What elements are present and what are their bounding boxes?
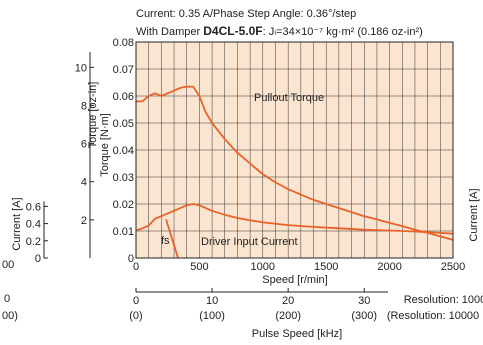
resolution-10000-label: (Resolution: 10000 [387, 310, 479, 322]
pulse-tick-label: 0 [133, 295, 139, 307]
pullout-torque-label: Pullout Torque [254, 92, 324, 104]
current-tick-label: 0.6 [26, 201, 41, 213]
fs-label: fs [161, 235, 170, 247]
x-tick-label: 1500 [314, 261, 338, 273]
y-tick-label: 0.02 [113, 199, 134, 211]
ozin-tick-label: 8 [81, 100, 87, 112]
left-current-axis-label: Current [A] [11, 197, 23, 250]
ozin-tick-label: 10 [75, 62, 87, 74]
pulse-tick-label: 20 [282, 295, 294, 307]
x-tick-label: 500 [190, 261, 208, 273]
resolution-1000-label: Resolution: 1000 [404, 294, 483, 306]
y-tick-label: 0.03 [113, 172, 134, 184]
pulse-tick-label-10000: (200) [275, 310, 301, 322]
x-axis-label: Speed [r/min] [262, 274, 327, 286]
pulse-tick-label: 10 [206, 295, 218, 307]
model-name: D4CL-5.0F [203, 24, 262, 38]
pulse-tick-label-10000: (0) [129, 310, 142, 322]
y-axis-label-nm: Torque [N·m] [99, 113, 111, 177]
curves [135, 85, 454, 259]
chart-title-line2: With Damper D4CL-5.0F: Jₗ=34×10⁻⁷ kg·m² … [136, 24, 423, 38]
pulse-tick-label-10000: (100) [199, 310, 225, 322]
left-partial-value: 00 [2, 259, 14, 271]
plot-area: 0 500 1000 1500 2000 2500 0 0.01 0.02 0.03 0.04 0.0… [113, 37, 466, 273]
y-tick-label: 0.01 [113, 226, 134, 238]
ozin-tick-label: 6 [81, 139, 87, 151]
x-tick-label: 2000 [377, 261, 401, 273]
current-tick-label: 0 [35, 253, 41, 265]
y-axis-label-ozin: Torque [oz-in] [87, 82, 99, 149]
y-tick-label: 0.05 [113, 118, 134, 130]
pulse-speed-axis: 0 (0) 10 (100) 20 (200) 30 (300) [129, 288, 388, 322]
title-line2-suffix: : Jₗ=34×10⁻⁷ kg·m² (0.186 oz-in²) [263, 26, 423, 38]
pulse-speed-axis-label: Pulse Speed [kHz] [252, 328, 343, 340]
ozin-tick-label: 4 [81, 177, 87, 189]
right-current-axis-label: Current [A] [468, 188, 480, 241]
ozin-axis: 2 4 6 8 10 [75, 52, 94, 258]
y-tick-label: 0.06 [113, 91, 134, 103]
x-tick-label: 2500 [441, 261, 465, 273]
driver-input-current-curve [135, 203, 454, 235]
pulse-tick-label: 30 [358, 295, 370, 307]
current-tick-label: 0.2 [26, 236, 41, 248]
pullout-torque-curve [136, 85, 454, 241]
current-tick-label: 0.4 [26, 219, 41, 231]
left-partial-value-3: 00) [2, 310, 18, 322]
axes: 0 500 1000 1500 2000 2500 0 0.01 0.02 0.03 0.04 0.0… [113, 37, 466, 273]
y-tick-label: 0.04 [113, 145, 134, 157]
ozin-tick-label: 2 [81, 215, 87, 227]
left-current-axis: 0 0.2 0.4 0.6 [26, 201, 48, 265]
pulse-tick-label-10000: (300) [351, 310, 377, 322]
plot-frame [135, 41, 454, 259]
y-tick-label: 0.08 [113, 37, 134, 49]
x-tick-label: 1000 [251, 261, 275, 273]
y-tick-label: 0.07 [113, 64, 134, 76]
driver-input-current-label: Driver Input Current [201, 236, 298, 248]
x-tick-label: 0 [133, 261, 139, 273]
chart-title-line1: Current: 0.35 A/Phase Step Angle: 0.36°/… [136, 8, 356, 20]
fs-marker [165, 218, 179, 259]
title-line2-prefix: With Damper [136, 26, 203, 38]
left-partial-value-2: 0 [4, 293, 10, 305]
y-tick-label: 0 [128, 253, 134, 265]
